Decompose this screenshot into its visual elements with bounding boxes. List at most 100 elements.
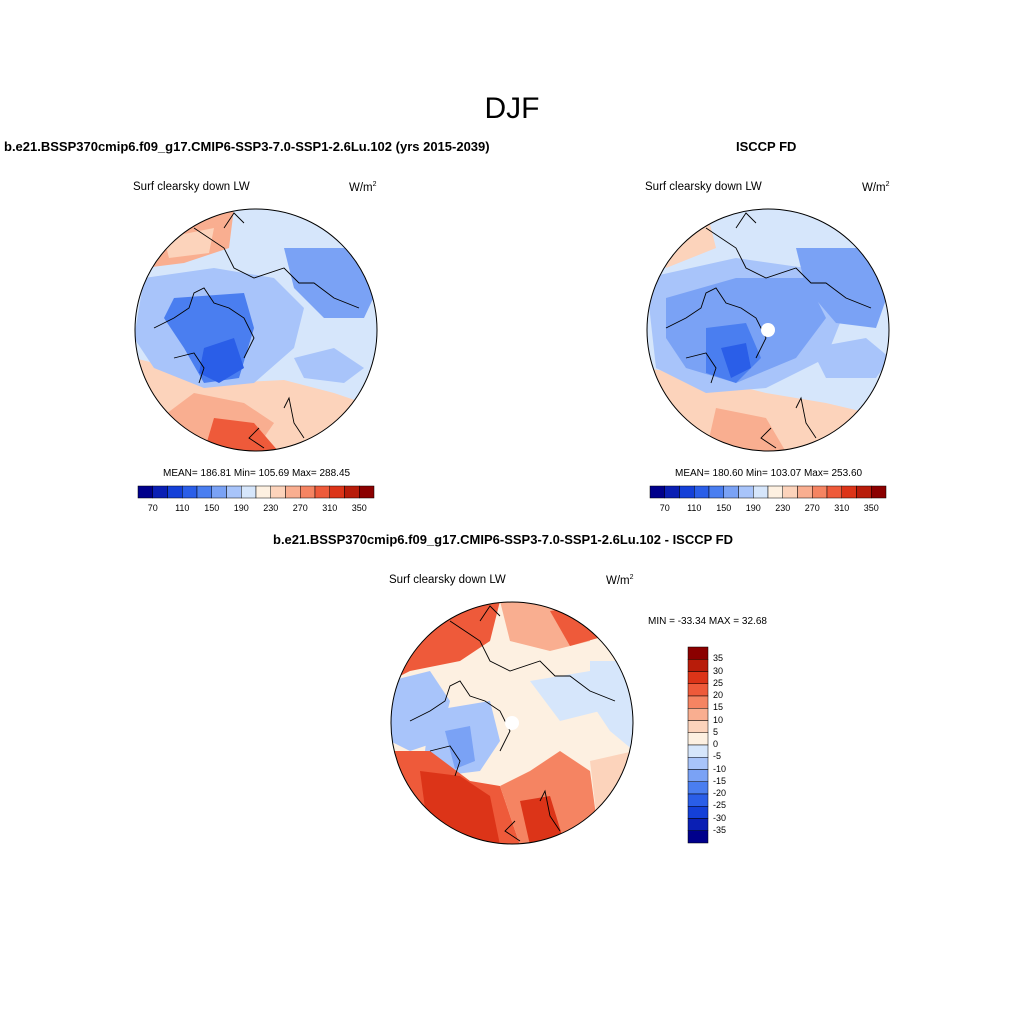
colorbar-tick-label: 20 [713,690,724,700]
colorbar-swatch [359,485,375,499]
colorbar-tick-label: 270 [804,503,820,513]
colorbar-tick-label: 0 [713,739,719,749]
colorbar-tick-label: 230 [263,503,279,513]
colorbar-swatch [687,732,709,746]
colorbar-tick-label: 270 [292,503,308,513]
colorbar-swatch [687,659,709,672]
panel1-stats: MEAN= 186.81 Min= 105.69 Max= 288.45 [163,468,351,479]
colorbar-tick-label: 30 [713,665,724,676]
colorbar-swatch [137,485,153,499]
panel1-polar-map [134,208,378,452]
colorbar-tick-label: 310 [834,503,850,513]
panel1-title: b.e21.BSSP370cmip6.f09_g17.CMIP6-SSP3-7.… [4,139,490,154]
colorbar-swatch [285,485,301,499]
colorbar-tick-label: 70 [659,503,670,513]
panel2-units: W/m2 [862,181,890,194]
panel2-title: ISCCP FD [736,139,797,154]
colorbar-tick-label: 230 [775,503,791,513]
panel3-pole-mask [505,716,519,730]
colorbar-swatch [782,485,798,499]
colorbar-swatch [753,485,769,499]
colorbar-tick-label: 10 [713,714,724,725]
colorbar-tick-label: 35 [713,653,724,664]
colorbar-swatch [687,818,709,831]
colorbar-swatch [664,485,680,499]
colorbar-swatch [687,757,709,770]
colorbar-tick-label: -30 [713,812,727,823]
panel2-stats: MEAN= 180.60 Min= 103.07 Max= 253.60 [675,468,863,479]
colorbar-swatch [687,646,709,660]
colorbar-swatch [329,485,345,499]
figure-title: DJF [484,92,540,125]
colorbar-swatch [687,708,709,721]
colorbar-swatch [182,485,198,499]
colorbar-swatch [687,769,709,782]
colorbar-swatch [826,485,842,499]
colorbar-swatch [314,485,330,499]
colorbar-tick-label: 25 [713,677,724,688]
colorbar-swatch [687,683,709,697]
colorbar-tick-label: 110 [175,503,190,513]
panel3-colorbar [687,646,709,844]
colorbar-tick-label: -5 [713,751,722,762]
colorbar-swatch [841,485,857,499]
colorbar-swatch [679,485,695,499]
colorbar-tick-label: -20 [713,788,727,798]
panel3-stats: MIN = -33.34 MAX = 32.68 [648,616,767,627]
panel2-pole-mask [761,323,775,337]
colorbar-swatch [211,485,227,499]
colorbar-swatch [738,485,754,499]
panel3-polar-map [390,601,634,845]
panel1-colorbar [137,485,375,499]
colorbar-swatch [687,806,709,819]
colorbar-swatch [694,485,710,499]
colorbar-swatch [300,485,316,499]
colorbar-swatch [767,485,783,499]
colorbar-swatch [687,781,709,795]
panel2-colorbar [649,485,887,499]
panel3-units: W/m2 [606,574,634,587]
colorbar-swatch [797,485,813,499]
colorbar-swatch [687,720,709,733]
panel1-variable: Surf clearsky down LW [133,181,250,193]
colorbar-swatch [871,485,887,499]
colorbar-swatch [687,793,709,807]
colorbar-tick-label: 350 [863,503,879,513]
colorbar-swatch [241,485,257,499]
colorbar-swatch [687,671,709,684]
colorbar-swatch [344,485,360,499]
colorbar-tick-label: -15 [713,775,727,786]
colorbar-tick-label: 150 [716,503,732,513]
colorbar-swatch [687,744,709,758]
panel3-title: b.e21.BSSP370cmip6.f09_g17.CMIP6-SSP3-7.… [273,532,734,547]
colorbar-swatch [270,485,286,499]
colorbar-swatch [152,485,168,499]
panel3-variable: Surf clearsky down LW [389,574,506,586]
colorbar-tick-label: 190 [233,503,249,513]
colorbar-tick-label: 150 [204,503,220,513]
panel2-variable: Surf clearsky down LW [645,181,762,193]
colorbar-tick-label: 110 [687,503,702,513]
panel1-units: W/m2 [349,181,377,194]
colorbar-tick-label: 5 [713,726,719,737]
colorbar-swatch [708,485,724,499]
colorbar-tick-label: 15 [713,702,724,713]
colorbar-swatch [687,695,709,709]
colorbar-tick-label: -35 [713,824,727,835]
colorbar-swatch [196,485,212,499]
colorbar-tick-label: 350 [351,503,367,513]
colorbar-tick-label: 190 [745,503,761,513]
colorbar-tick-label: 70 [147,503,158,513]
colorbar-swatch [687,830,709,844]
panel2-polar-map [646,208,890,452]
colorbar-tick-label: -25 [713,800,727,811]
colorbar-swatch [167,485,183,499]
colorbar-swatch [255,485,271,499]
colorbar-tick-label: 310 [322,503,338,513]
colorbar-swatch [812,485,828,499]
colorbar-swatch [649,485,665,499]
colorbar-swatch [723,485,739,499]
colorbar-swatch [856,485,872,499]
colorbar-tick-label: -10 [713,763,727,774]
colorbar-swatch [226,485,242,499]
